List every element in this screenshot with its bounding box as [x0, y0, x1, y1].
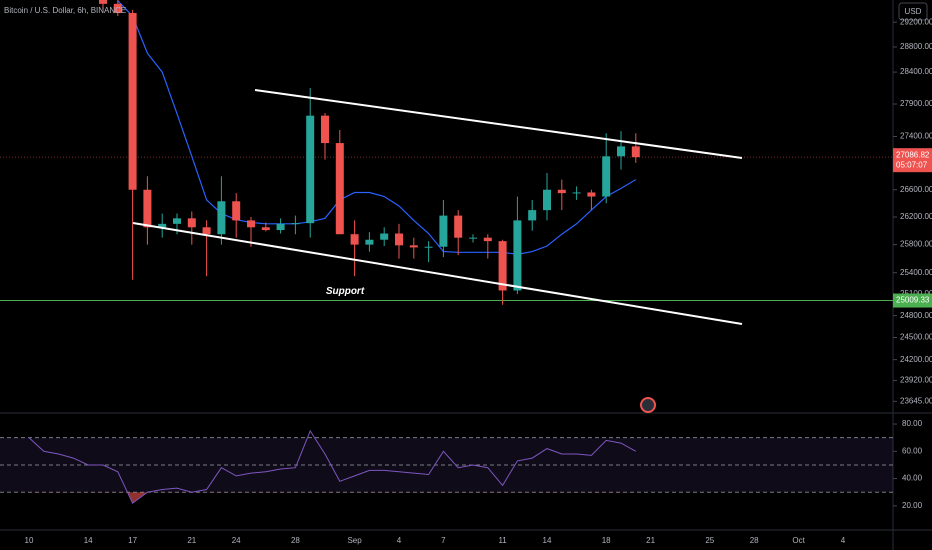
currency-button[interactable]: [898, 2, 928, 21]
candle-body: [365, 239, 374, 245]
x-tick-label: 4: [397, 536, 402, 545]
countdown-label: 05:07:07: [896, 160, 928, 169]
candle-body: [528, 210, 537, 221]
candle-body: [454, 215, 463, 238]
candle-body: [113, 3, 122, 13]
candle-body: [261, 227, 270, 231]
x-tick-label: 4: [841, 536, 846, 545]
candle-body: [99, 0, 107, 4]
candle-body: [335, 143, 344, 235]
rsi-y-tick-label: 20.00: [902, 501, 923, 510]
x-tick-label: 28: [291, 536, 300, 545]
rsi-y-tick-label: 40.00: [902, 474, 923, 483]
rsi-y-tick-label: 60.00: [902, 446, 923, 455]
candle-body: [306, 115, 315, 224]
candle-body: [187, 218, 196, 228]
candle-body: [143, 189, 152, 228]
y-tick-label: 29200.00: [900, 17, 932, 26]
candle-body: [602, 156, 611, 197]
x-tick-label: 10: [25, 536, 34, 545]
x-tick-label: 24: [232, 536, 241, 545]
candle-body: [439, 215, 448, 247]
event-icon[interactable]: [640, 397, 656, 413]
candle-body: [395, 233, 403, 246]
candle-body: [483, 237, 492, 242]
candle-body: [350, 234, 359, 245]
candle-body: [498, 241, 507, 291]
candle-body: [380, 233, 389, 240]
candle-body: [572, 192, 581, 194]
channel-upper: [254, 89, 743, 159]
candle-body: [173, 218, 181, 224]
y-tick-label: 24800.00: [900, 311, 932, 320]
rsi-pane: [0, 429, 893, 504]
candle-body: [513, 220, 522, 291]
candle-body: [158, 223, 167, 228]
x-tick-label: 28: [750, 536, 759, 545]
overlay: [132, 89, 743, 413]
candle-body: [247, 220, 255, 228]
x-tick-label: 21: [646, 536, 655, 545]
last-price-label: 27086.82: [896, 150, 930, 159]
y-tick-label: 24500.00: [900, 333, 932, 342]
x-tick-label: 14: [543, 536, 552, 545]
axes: 29200.00 28800.00 28400.00 27900.00 27400.00…: [25, 17, 932, 545]
support-price-label: 25009.33: [896, 296, 930, 305]
candle-body: [128, 12, 137, 190]
y-tick-label: 28400.00: [900, 67, 932, 76]
x-tick-label: 18: [602, 536, 611, 545]
candle-body: [557, 189, 566, 194]
y-tick-label: 27900.00: [900, 99, 932, 108]
y-tick-label: 28800.00: [900, 42, 932, 51]
moving-average: [117, 0, 637, 256]
candle-body: [631, 146, 640, 158]
x-tick-label: 25: [705, 536, 714, 545]
y-tick-label: 25800.00: [900, 240, 932, 249]
candle-body: [469, 237, 477, 239]
rsi-oversold-fill: [127, 492, 148, 504]
price-pane: Support: [0, 0, 893, 305]
y-tick-label: 25400.00: [900, 268, 932, 277]
rsi-y-tick-label: 80.00: [902, 419, 923, 428]
x-tick-label: 17: [128, 536, 137, 545]
candle-body: [232, 201, 241, 221]
candle-body: [321, 115, 329, 144]
support-annotation: Support: [326, 286, 365, 297]
y-tick-label: 24200.00: [900, 355, 932, 364]
x-tick-label: Oct: [792, 536, 805, 545]
candle-body: [424, 246, 433, 248]
last-price-box: [893, 148, 932, 173]
candle-body: [217, 201, 226, 235]
candle-body: [291, 223, 300, 225]
rsi-line: [28, 429, 637, 504]
x-tick-label: Sep: [347, 536, 362, 545]
candle-body: [276, 223, 285, 231]
channel-lower: [132, 222, 743, 325]
candle-body: [409, 245, 418, 248]
candle-body: [587, 192, 596, 197]
symbol-header: Bitcoin / U.S. Dollar, 6h, BINANCE: [4, 6, 126, 15]
candle-body: [543, 189, 551, 211]
x-tick-label: 7: [441, 536, 446, 545]
y-tick-label: 23645.00: [900, 396, 932, 405]
support-price-box: [893, 293, 932, 308]
candle-body: [202, 227, 211, 235]
currency-label: USD: [905, 7, 922, 16]
y-tick-label: 26600.00: [900, 185, 932, 194]
x-tick-label: 21: [187, 536, 196, 545]
y-tick-label: 23920.00: [900, 376, 932, 385]
x-tick-label: 11: [498, 536, 507, 545]
x-tick-label: 14: [84, 536, 93, 545]
y-tick-label: 26200.00: [900, 212, 932, 221]
candle-body: [617, 146, 625, 157]
y-tick-label: 27400.00: [900, 132, 932, 141]
